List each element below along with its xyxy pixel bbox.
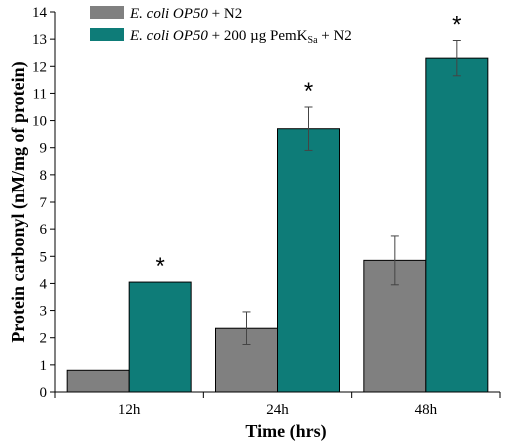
legend: E. coli OP50 + N2 E. coli OP50 + 200 µg … xyxy=(90,6,352,46)
significance-asterisk: * xyxy=(452,12,461,39)
y-tick-label: 2 xyxy=(40,331,48,347)
bar-series-2 xyxy=(425,57,489,393)
y-tick-label: 10 xyxy=(32,114,47,130)
legend-swatch-series-2 xyxy=(90,28,124,41)
significance-asterisk: * xyxy=(155,253,164,280)
y-tick-label: 12 xyxy=(32,59,47,75)
y-tick-label: 14 xyxy=(32,5,48,21)
legend-label-series-1-rest: + N2 xyxy=(208,6,242,22)
y-tick-label: 6 xyxy=(40,222,48,238)
y-tick-label: 5 xyxy=(40,249,48,265)
x-tick-label: 24h xyxy=(266,402,289,418)
y-axis-label: Protein carbonyl (nM/mg of protein) xyxy=(8,61,29,342)
y-tick-label: 11 xyxy=(33,86,47,102)
significance-asterisk: * xyxy=(304,78,313,105)
y-tick-label: 8 xyxy=(40,168,48,184)
y-tick-label: 4 xyxy=(40,276,48,292)
y-tick-label: 7 xyxy=(40,195,48,211)
legend-label-series-2-italic: E. coli OP50 xyxy=(129,28,208,44)
legend-label-series-1-italic: E. coli OP50 xyxy=(129,6,208,22)
x-tick-label: 12h xyxy=(118,402,141,418)
x-axis-label: Time (hrs) xyxy=(245,421,326,442)
legend-label-series-2-tail: + N2 xyxy=(318,28,352,44)
legend-label-series-1: E. coli OP50 + N2 xyxy=(129,6,242,22)
bar-series-1 xyxy=(66,369,130,393)
legend-label-series-2: E. coli OP50 + 200 µg PemKSa + N2 xyxy=(129,28,352,46)
legend-label-series-2-sub: Sa xyxy=(308,35,319,46)
legend-swatch-series-1 xyxy=(90,6,124,19)
y-tick-label: 0 xyxy=(40,385,48,401)
bar-series-2 xyxy=(277,128,340,393)
bar-series-2 xyxy=(128,281,192,393)
y-tick-label: 3 xyxy=(40,304,48,320)
x-tick-label: 48h xyxy=(415,402,438,418)
y-tick-label: 9 xyxy=(40,141,48,157)
y-tick-label: 13 xyxy=(32,32,47,48)
legend-label-series-2-rest: + 200 µg PemK xyxy=(208,28,308,44)
y-tick-label: 1 xyxy=(40,358,48,374)
